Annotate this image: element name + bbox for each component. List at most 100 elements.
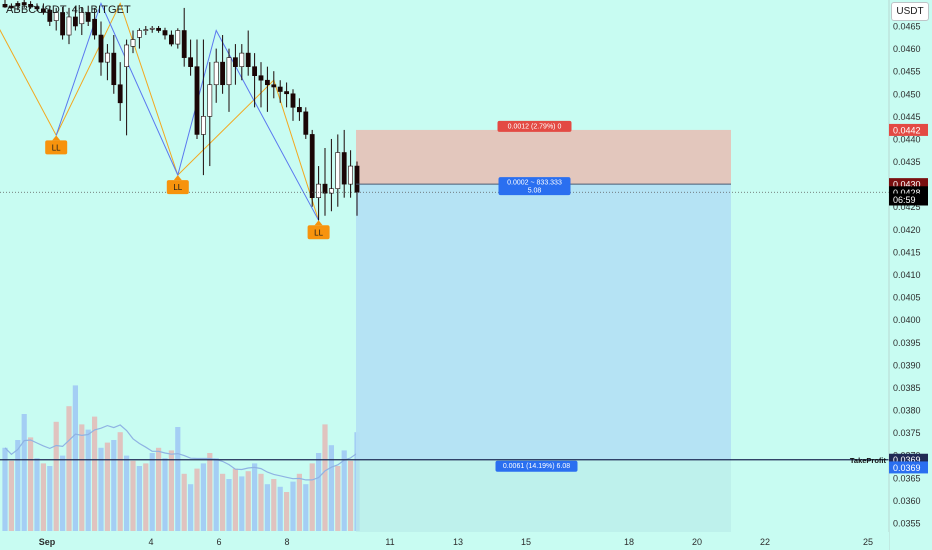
candles: [2, 0, 360, 221]
volume-bar: [200, 463, 206, 531]
candle-down: [194, 66, 200, 135]
volume-bar: [34, 458, 40, 531]
volume-bar: [60, 455, 66, 531]
stop-loss-zone[interactable]: [356, 129, 731, 185]
y-tick-label: 0.0375: [893, 428, 921, 438]
volume-bars: [2, 385, 360, 531]
candle-down: [290, 93, 296, 108]
candle-up: [239, 52, 245, 67]
take-profit-badge[interactable]: [495, 460, 578, 472]
y-tick-label: 0.0355: [893, 519, 921, 529]
volume-bar: [98, 447, 104, 531]
y-tick-label: 0.0415: [893, 247, 921, 257]
volume-bar: [284, 492, 290, 531]
candle-down: [245, 52, 251, 67]
candle-down: [341, 152, 347, 185]
y-tick-label: 0.0465: [893, 22, 921, 32]
y-tick-label: 0.0455: [893, 67, 921, 77]
stop-loss-badge[interactable]: [497, 120, 572, 132]
volume-bar: [168, 450, 174, 531]
candle-down: [309, 134, 315, 198]
pivot-label: LL: [173, 183, 182, 192]
y-tick-label: 0.0360: [893, 496, 921, 506]
candle-down: [220, 61, 225, 86]
pivot-pointer: [52, 135, 61, 141]
candle-down: [162, 30, 168, 36]
take-profit-badge-text: 0.0061 (14.19%) 6.08: [503, 463, 570, 470]
candle-down: [9, 5, 14, 9]
pivot-badge: [45, 140, 68, 155]
candle-down: [85, 12, 91, 22]
candle-down: [2, 4, 8, 8]
y-tick-label: 0.0385: [893, 383, 921, 393]
candle-up: [348, 165, 353, 185]
volume-bar: [53, 421, 59, 531]
candle-down: [73, 16, 78, 27]
volume-bar: [117, 432, 123, 531]
candle-down: [98, 34, 104, 63]
candle-down: [233, 57, 238, 67]
volume-bar: [194, 468, 200, 531]
symbol-title[interactable]: ABBCUSDT, 4h, BITGET: [6, 4, 131, 16]
candle-down: [117, 84, 123, 104]
y-tick-label: 0.0400: [893, 315, 921, 325]
x-tick-label: 25: [863, 537, 873, 547]
time-axis-panel[interactable]: [0, 532, 889, 550]
volume-bar: [79, 424, 85, 531]
candle-up: [207, 84, 213, 117]
volume-bar: [181, 473, 187, 531]
volume-bar: [72, 385, 78, 531]
volume-bar: [162, 458, 168, 531]
volume-bar: [2, 447, 8, 531]
entry-badge-text: 5.08: [528, 188, 542, 195]
price-tag-label: 0.0442: [893, 125, 921, 135]
candle-down: [111, 52, 117, 86]
price-tag: [889, 123, 928, 136]
pivot-pointer: [314, 220, 323, 226]
candle-up: [105, 52, 110, 63]
x-tick-label: 6: [216, 537, 221, 547]
candle-down: [47, 9, 53, 22]
x-tick-label: 15: [521, 537, 531, 547]
x-axis[interactable]: Sep 4 6 8 11 13 15 18 20 22 25: [39, 537, 873, 547]
volume-bar: [309, 463, 315, 531]
candle-down: [322, 183, 328, 194]
currency-button[interactable]: USDT: [891, 2, 929, 21]
candle-up: [213, 61, 219, 86]
price-tag-label: 0.0428: [893, 188, 921, 198]
candle-up: [149, 27, 155, 30]
volume-bar: [28, 437, 34, 531]
volume-bar: [245, 471, 251, 531]
takeprofit-text: TakeProfit: [850, 456, 887, 465]
stop-loss-badge-text: 0.0012 (2.79%) 0: [508, 123, 562, 130]
volume-bar: [66, 406, 72, 531]
candle-down: [271, 84, 277, 88]
volume-bar: [271, 479, 277, 531]
y-tick-label: 0.0460: [893, 44, 921, 54]
entry-badge[interactable]: [498, 177, 571, 196]
y-tick-label: 0.0410: [893, 270, 921, 280]
volume-ma-line: [4, 424, 358, 481]
y-tick-label: 0.0440: [893, 134, 921, 144]
candle-down: [264, 79, 270, 86]
candle-down: [354, 165, 360, 193]
y-axis[interactable]: 0.04650.04600.04550.04500.04450.04400.04…: [893, 22, 921, 529]
pivot-badge: [307, 225, 330, 240]
volume-bar: [328, 445, 334, 531]
take-profit-zone[interactable]: [356, 184, 731, 460]
volume-bar: [207, 453, 213, 531]
volume-bar: [8, 460, 14, 531]
volume-bar: [104, 442, 110, 531]
candle-up: [201, 116, 206, 135]
price-tag-label: 0.0430: [893, 180, 921, 190]
volume-bar: [226, 479, 232, 531]
candle-down: [303, 111, 309, 135]
y-tick-label: 0.0405: [893, 293, 921, 303]
pivot-badge: [166, 180, 189, 195]
candle-down: [15, 3, 21, 6]
candle-down: [296, 107, 302, 113]
x-tick-label: 11: [385, 537, 394, 547]
price-tag-label: 06:59: [893, 195, 916, 205]
